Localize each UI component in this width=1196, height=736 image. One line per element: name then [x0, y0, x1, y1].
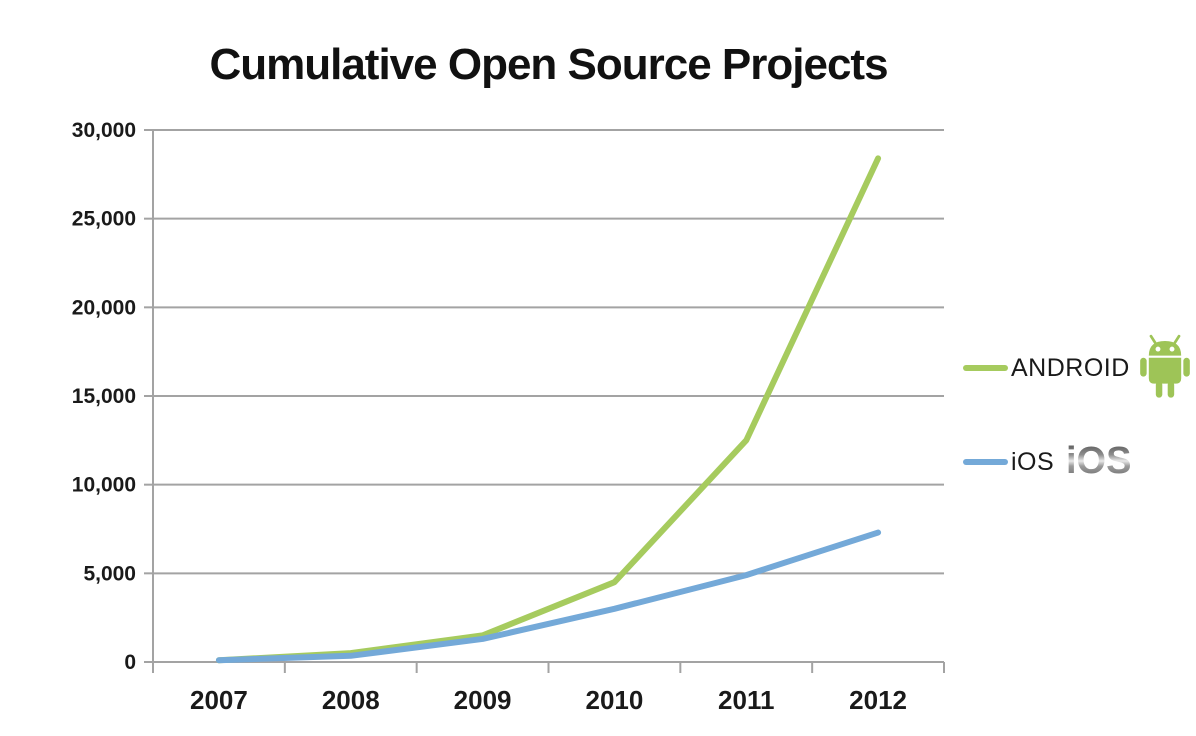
svg-text:iOS: iOS — [1066, 440, 1131, 482]
ios-legend-label: iOS — [1011, 447, 1055, 476]
y-tick-label: 15,000 — [72, 385, 136, 408]
series-line-android — [215, 155, 882, 664]
x-tick-label: 2007 — [190, 685, 248, 715]
x-tick-label: 2012 — [849, 685, 907, 715]
legend-item-android: ANDROID — [963, 334, 1192, 402]
ios-logo: iOS — [1066, 440, 1131, 482]
x-tick-label: 2008 — [322, 685, 380, 715]
y-tick-label: 30,000 — [72, 119, 136, 142]
legend-item-ios: iOS iOS — [963, 440, 1136, 484]
chart-title: Cumulative Open Source Projects — [209, 40, 888, 89]
y-tick-label: 20,000 — [72, 296, 136, 319]
android-line-swatch — [963, 365, 1008, 371]
android-robot-icon — [1139, 334, 1190, 398]
y-tick-label: 10,000 — [72, 474, 136, 497]
x-tick-label: 2011 — [718, 685, 774, 715]
series-line-ios — [215, 529, 882, 664]
android-legend-label: ANDROID — [1011, 353, 1130, 382]
x-tick-label: 2010 — [585, 685, 643, 715]
ios-line-swatch — [963, 459, 1008, 465]
y-tick-label: 5,000 — [83, 562, 136, 585]
y-tick-label: 0 — [124, 651, 136, 674]
y-tick-label: 25,000 — [72, 208, 136, 231]
x-tick-label: 2009 — [454, 685, 512, 715]
